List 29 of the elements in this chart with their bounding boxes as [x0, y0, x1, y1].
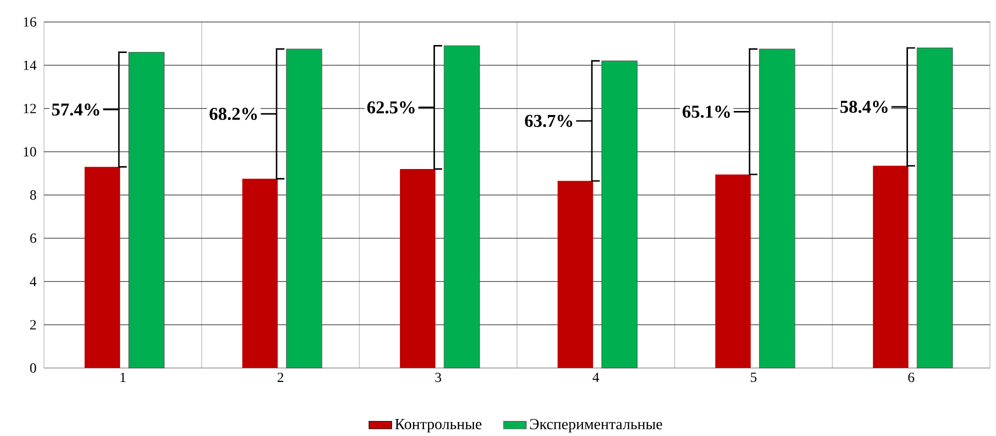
y-tick-label: 10	[24, 146, 36, 156]
y-tick-label: 2	[30, 320, 36, 330]
legend-label: Экспериментальные	[530, 418, 662, 432]
y-tick-label: 8	[30, 190, 36, 200]
annotation: 68.2%	[210, 108, 257, 120]
annotation: 65.1%	[682, 105, 730, 118]
bar	[715, 174, 751, 368]
y-tick-label: 12	[24, 104, 36, 113]
bar	[242, 178, 278, 368]
y-tick-label: 16	[24, 17, 36, 26]
annotation: 58.4%	[840, 100, 888, 113]
y-tick-label: 0	[30, 363, 36, 372]
x-tick-label: 5	[750, 372, 756, 382]
bar	[84, 166, 120, 368]
annotation: 62.5%	[367, 101, 415, 114]
y-tick-label: 6	[30, 233, 36, 243]
x-tick-label: 6	[908, 372, 914, 382]
x-tick-label: 3	[435, 372, 442, 382]
y-tick-label: 14	[24, 60, 36, 70]
x-tick-label: 4	[592, 372, 600, 382]
x-tick-label: 1	[120, 372, 126, 382]
legend-label: Контрольные	[395, 418, 482, 432]
bar	[400, 168, 436, 368]
bar	[558, 180, 594, 368]
bar	[872, 166, 908, 368]
y-tick-label: 4	[30, 276, 36, 286]
annotation: 63.7%	[524, 114, 572, 127]
annotation: 57.4%	[52, 103, 100, 116]
x-tick-label: 2	[278, 372, 284, 382]
